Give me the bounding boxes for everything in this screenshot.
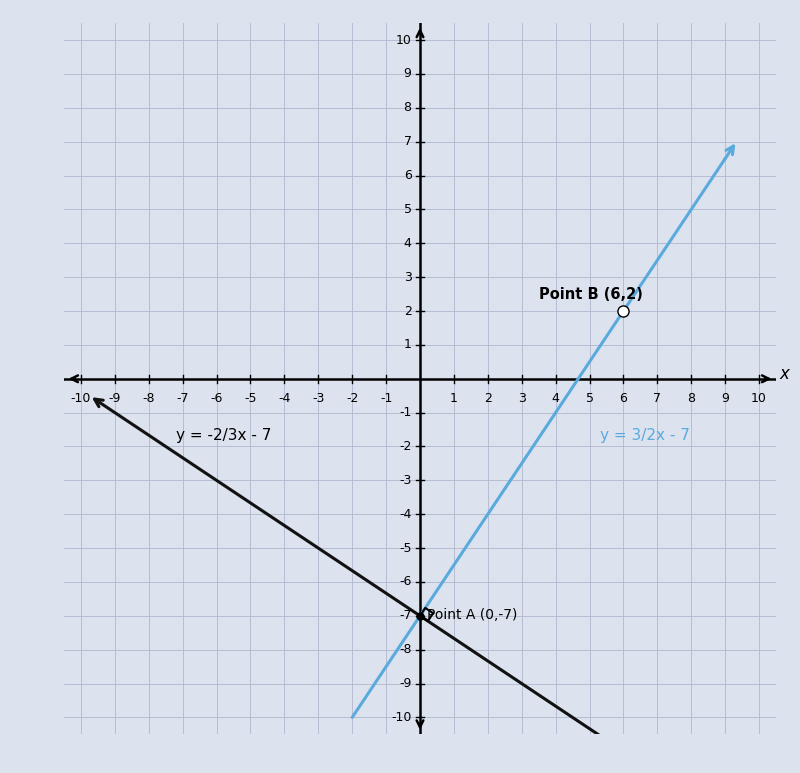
Text: 9: 9 xyxy=(404,67,411,80)
Text: -6: -6 xyxy=(210,393,222,405)
Text: -10: -10 xyxy=(70,393,91,405)
Text: -3: -3 xyxy=(399,474,411,487)
Text: x: x xyxy=(779,365,790,383)
Text: 2: 2 xyxy=(404,305,411,318)
Text: Point B (6,2): Point B (6,2) xyxy=(538,288,642,302)
Text: -4: -4 xyxy=(278,393,290,405)
Text: 4: 4 xyxy=(552,393,559,405)
Text: 5: 5 xyxy=(586,393,594,405)
Text: 7: 7 xyxy=(403,135,411,148)
Text: 3: 3 xyxy=(518,393,526,405)
Text: 8: 8 xyxy=(403,101,411,114)
Text: 3: 3 xyxy=(404,271,411,284)
Text: -7: -7 xyxy=(399,609,411,622)
Text: 10: 10 xyxy=(751,393,767,405)
Text: -8: -8 xyxy=(399,643,411,656)
Text: 8: 8 xyxy=(687,393,695,405)
Text: -2: -2 xyxy=(346,393,358,405)
Text: 1: 1 xyxy=(404,339,411,352)
Text: -9: -9 xyxy=(109,393,121,405)
Text: -6: -6 xyxy=(399,575,411,588)
Text: -10: -10 xyxy=(391,711,411,724)
Text: 9: 9 xyxy=(722,393,729,405)
Text: -1: -1 xyxy=(399,406,411,419)
Text: -3: -3 xyxy=(312,393,325,405)
Text: 1: 1 xyxy=(450,393,458,405)
Text: -9: -9 xyxy=(399,677,411,690)
Text: -7: -7 xyxy=(177,393,189,405)
Text: y = -2/3x - 7: y = -2/3x - 7 xyxy=(176,427,271,443)
Text: -2: -2 xyxy=(399,440,411,453)
Text: 10: 10 xyxy=(396,33,411,46)
Text: 5: 5 xyxy=(403,203,411,216)
Text: y = 3/2x - 7: y = 3/2x - 7 xyxy=(600,427,690,443)
Text: 6: 6 xyxy=(619,393,627,405)
Text: 2: 2 xyxy=(484,393,492,405)
Text: 4: 4 xyxy=(404,237,411,250)
Text: -5: -5 xyxy=(399,542,411,554)
Text: -5: -5 xyxy=(244,393,257,405)
Text: -1: -1 xyxy=(380,393,392,405)
Text: -4: -4 xyxy=(399,508,411,521)
Text: 6: 6 xyxy=(404,169,411,182)
Text: Point A (0,-7): Point A (0,-7) xyxy=(426,608,517,622)
Text: 7: 7 xyxy=(654,393,662,405)
Text: -8: -8 xyxy=(142,393,155,405)
